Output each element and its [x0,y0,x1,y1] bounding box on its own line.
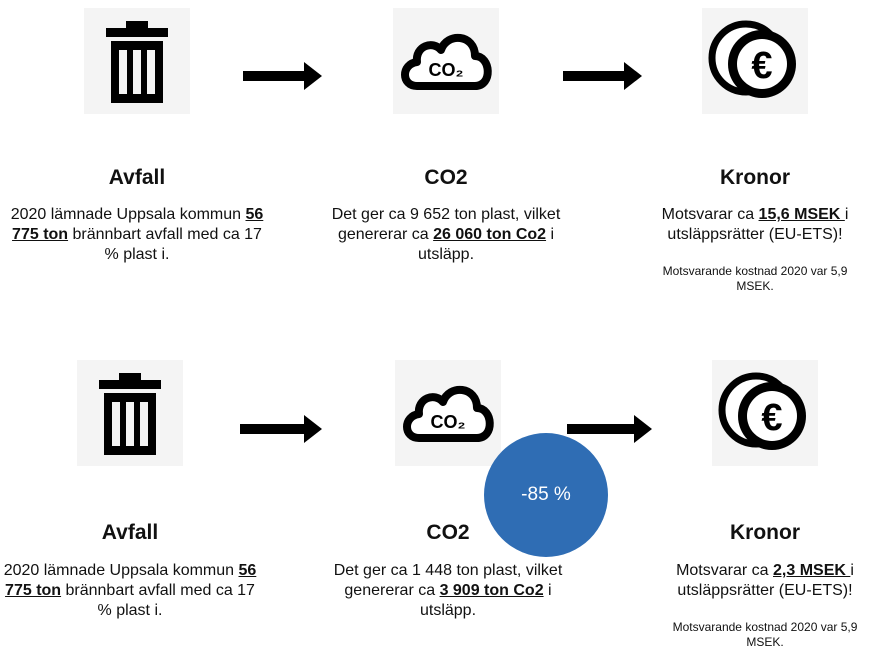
text-part: i utsläppsrätter (EU-ETS)! [667,206,849,243]
text-highlight: 15,6 MSEK [758,206,845,223]
icon: € [712,360,818,466]
text-part: brännbart avfall med ca 17 % plast i. [68,226,262,263]
reduction-badge: -85 % [484,433,608,557]
text-part: i utsläpp. [417,226,555,263]
arrow-group [240,62,652,443]
trash-slot [133,50,141,94]
trash-slot [119,50,127,94]
trash-slot [126,402,134,446]
column-note: Motsvarande kostnad 2020 var 5,9 MSEK. [672,620,858,649]
trash-handle [119,373,141,381]
cloud [401,33,492,90]
coin-inner [747,391,797,441]
text-part: Det ger ca 1 448 ton plast, vilket gener… [333,562,563,599]
text-highlight: 56 775 ton [12,206,264,243]
icon-text: € [751,45,772,87]
text-part: 2020 lämnade Uppsala kommun [10,206,246,223]
column-title: Kronor [720,166,790,189]
arrow [567,415,652,443]
text-part: Motsvarar ca [661,206,759,223]
arrow [563,62,642,90]
icon: CO₂ [395,360,501,466]
text-part: i utsläppsrätter (EU-ETS)! [677,562,854,599]
icon-text: CO₂ [431,412,466,432]
column-text: 2020 lämnade Uppsala kommun 56 775 ton b… [0,561,260,621]
trash-lid [106,28,168,37]
column-title: Kronor [730,521,800,544]
column-note: Motsvarande kostnad 2020 var 5,9 MSEK. [662,264,848,293]
column-text: Motsvarar ca 2,3 MSEK i utsläppsrätter (… [635,561,875,601]
trash-slot [112,402,120,446]
trash-slot [140,402,148,446]
icon-text: CO₂ [429,60,464,80]
trash-handle [126,21,148,29]
icon: CO₂ [393,8,499,114]
text-highlight: 26 060 ton Co2 [433,226,547,243]
icon-text: € [761,397,782,439]
text-part: 2020 lämnade Uppsala kommun [3,562,239,579]
column-title: Avfall [108,166,166,189]
icon [84,8,190,114]
text-part: Motsvarar ca [676,562,773,579]
text-highlight: 2,3 MSEK [773,562,851,579]
arrow [243,62,322,90]
text-part: brännbart avfall med ca 17 % plast i. [61,582,255,619]
icon [77,360,183,466]
icon: € [702,8,808,114]
text-part: i utsläpp. [419,582,552,619]
arrow [240,415,322,443]
trash-lid [99,380,161,389]
text-part: Det ger ca 9 652 ton plast, vilket gener… [331,206,561,243]
cloud [403,385,494,442]
coin-inner [737,39,787,89]
column-title: CO2 [426,521,470,544]
text-highlight: 3 909 ton Co2 [439,582,544,599]
column-text: Det ger ca 9 652 ton plast, vilket gener… [321,205,571,265]
column-text: Motsvarar ca 15,6 MSEK i utsläppsrätter … [625,205,875,245]
text-highlight: 56 775 ton [5,562,257,599]
column-title: CO2 [424,166,468,189]
column-text: 2020 lämnade Uppsala kommun 56 775 ton b… [7,205,267,265]
trash-slot [147,50,155,94]
column-text: Det ger ca 1 448 ton plast, vilket gener… [323,561,573,621]
column-title: Avfall [101,521,159,544]
